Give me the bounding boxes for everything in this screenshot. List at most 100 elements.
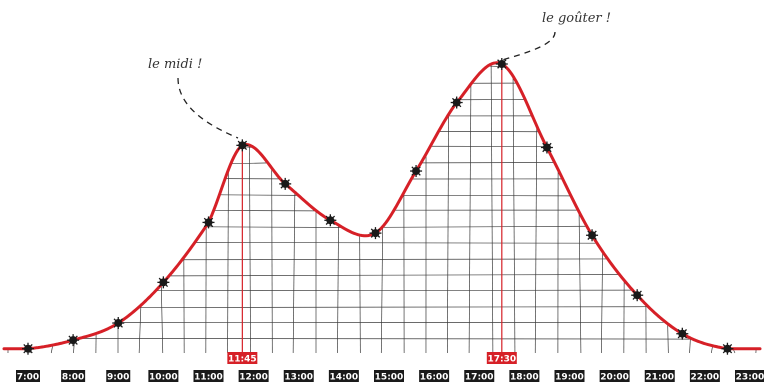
peak-time: 17:30 [486,352,517,365]
data-point [676,327,689,340]
data-point [540,141,553,154]
data-point-spike [241,144,248,151]
data-point-spike [677,329,683,335]
x-tick: 22:00 [689,370,720,383]
grid-line-vertical [138,306,142,354]
x-tick-label: 23:00 [736,373,764,383]
x-tick: 16:00 [419,370,450,383]
data-point-spike [325,215,331,221]
data-point-spike [636,290,642,296]
peak-time: 11:45 [227,352,258,365]
data-point [721,342,734,355]
x-tick: 13:00 [283,370,314,383]
x-tick: 18:00 [509,370,540,383]
grid-line-vertical [337,224,339,354]
grid-line-horizontal [139,306,650,308]
peak-time-label: 17:30 [487,355,516,365]
x-tick: 19:00 [554,370,585,383]
data-point-spike [280,179,286,185]
x-tick-label: 14:00 [330,373,359,383]
grid-line-vertical [271,168,273,354]
grid-line-vertical [534,124,538,354]
data-point [410,165,423,178]
grid-line-vertical [468,85,472,354]
data-point [450,96,463,109]
data-point-spike [456,97,462,103]
data-point-spike [681,329,688,335]
grid-line-horizontal [194,242,598,244]
data-point-spike [722,348,728,354]
data-point [67,334,80,347]
data-point-spike [497,59,503,65]
x-tick-box [419,370,450,382]
x-tick-box [328,370,359,382]
x-tick-label: 9:00 [107,373,129,383]
x-tick-label: 19:00 [555,373,584,383]
x-tick: 10:00 [148,370,179,383]
data-point [369,227,382,240]
x-tick-label: 7:00 [17,373,39,383]
x-tick-box [193,370,224,382]
data-point-spike [203,217,209,223]
data-point-spike [329,215,336,221]
data-point [236,139,249,152]
grid-line-vertical [447,115,449,354]
data-point-spike [726,344,733,350]
x-axis: 7:00 8:00 9:00 10:00 11:00 12:00 13:00 14:00 15:… [16,352,764,383]
data-point-spike [284,179,290,185]
x-tick-label: 15:00 [375,373,404,383]
data-point [279,177,292,190]
x-tick-box [735,370,764,382]
data-point-spike [456,102,462,108]
data-point-spike [542,142,548,148]
x-tick: 20:00 [599,370,630,383]
data-point-spike [587,230,593,236]
data-point [324,214,337,227]
peak-time-box [227,352,258,364]
data-point [631,289,644,302]
data-point-spike [497,63,503,69]
data-point-spike [587,234,593,240]
data-point-spike [632,294,638,300]
x-tick: 21:00 [644,370,675,383]
peak-time-label: 11:45 [228,355,257,365]
peak-note: le midi ! [148,57,202,72]
data-point-spike [375,228,381,234]
data-point-spike [501,59,507,65]
data-point-spike [27,344,33,350]
grid-line-vertical [578,213,582,354]
data-point-spike [546,142,552,148]
data-point-spike [72,339,78,345]
data-point-spike [237,144,243,151]
x-tick-label: 18:00 [510,373,539,383]
x-tick-label: 10:00 [149,373,178,383]
data-point-spike [162,281,169,288]
data-point-spike [677,333,683,339]
peak-lines [241,64,503,358]
x-tick-box [509,370,540,382]
grid-line-horizontal [382,225,589,228]
grid-line-horizontal [182,258,609,261]
data-point [157,276,170,289]
data-point-spike [162,277,169,283]
data-point-spike [411,170,417,176]
note-leader [501,31,556,61]
data-point-spike [329,219,336,225]
x-tick-box [644,370,675,382]
data-point-spike [451,97,458,103]
data-point-spike [72,335,78,341]
data-point [495,58,508,70]
x-tick-label: 21:00 [645,373,674,383]
grid-line-vertical [667,323,669,354]
data-point-spike [208,217,214,223]
data-point-spike [113,322,119,328]
data-point-spike [542,147,548,153]
x-tick-label: 20:00 [600,373,629,383]
x-tick-label: 17:00 [465,373,494,383]
data-point-spike [23,348,29,354]
grid-line-horizontal [169,274,621,277]
data-point-spike [158,281,164,288]
grid [7,63,757,354]
data-point-spike [27,348,33,354]
